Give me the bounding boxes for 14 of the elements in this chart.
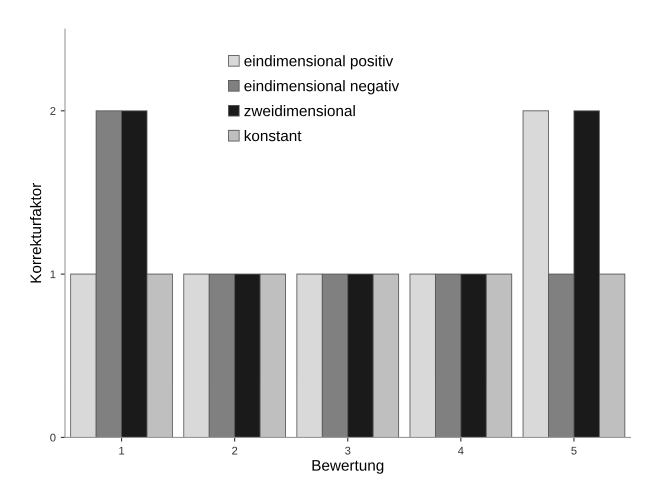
legend-label: zweidimensional [244, 105, 355, 116]
x-tick-label: 1 [119, 446, 124, 454]
x-axis-title: Bewertung [312, 460, 384, 474]
x-tick-label: 2 [232, 446, 238, 454]
x-tick-label: 4 [458, 446, 464, 454]
x-tick-label: 5 [571, 446, 577, 455]
y-tick-label: 0 [50, 434, 56, 442]
legend-label: eindimensional positiv [244, 55, 394, 70]
legend-label: konstant [244, 130, 302, 142]
x-tick-label: 3 [345, 446, 350, 455]
y-tick-label: 2 [50, 107, 56, 115]
y-tick-label: 1 [50, 270, 56, 278]
legend-label: eindimensional negativ [244, 80, 400, 94]
y-axis-title: Korrekturfaktor [30, 183, 42, 283]
